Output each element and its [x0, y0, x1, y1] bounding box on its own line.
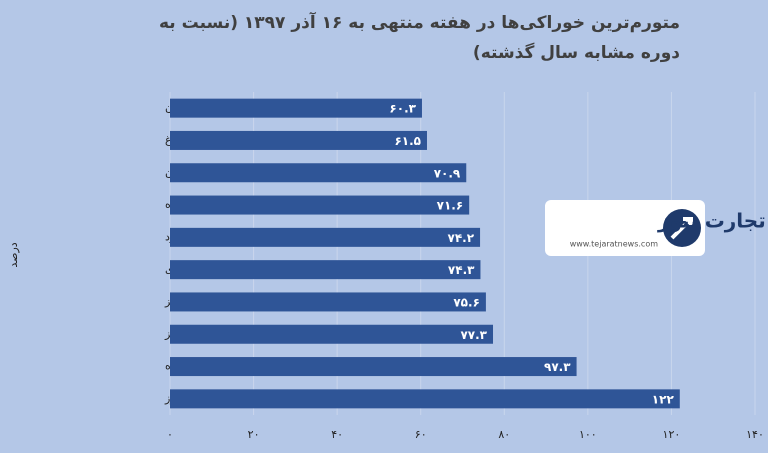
- x-tick-label: ۸۰: [498, 428, 510, 441]
- value-label: ۶۰.۳: [389, 102, 416, 116]
- bar: [170, 227, 481, 247]
- value-label: ۷۴.۳: [448, 263, 475, 277]
- value-label: ۱۲۲: [652, 392, 675, 406]
- bar: [170, 292, 486, 312]
- value-label: ۷۱.۶: [437, 199, 464, 213]
- bar: [170, 389, 680, 409]
- value-label: ۹۷.۳: [544, 360, 571, 374]
- value-label: ۶۱.۵: [394, 134, 421, 148]
- x-tick-label: ۴۰: [331, 428, 343, 441]
- logo-url: www.tejaratnews.com: [570, 240, 658, 249]
- bar: [170, 98, 422, 118]
- x-tick-label: ۰: [167, 428, 173, 441]
- y-axis-label: درصد: [7, 242, 20, 267]
- bar: [170, 195, 470, 215]
- bar: [170, 324, 494, 344]
- x-tick-label: ۶۰: [415, 428, 427, 441]
- value-label: ۷۰.۹: [434, 166, 461, 180]
- value-label: ۷۵.۶: [453, 295, 480, 309]
- chart-title: متورم‌ترین خوراکی‌ها در هفته منتهی به ۱۶…: [159, 13, 680, 63]
- bar: [170, 260, 481, 280]
- logo-box: [545, 200, 705, 256]
- bar: [170, 163, 467, 183]
- logo: تجارت نیوز www.tejaratnews.com: [545, 200, 766, 256]
- x-tick-label: ۱۲۰: [663, 428, 681, 441]
- x-tick-label: ۱۰۰: [579, 428, 597, 441]
- bar: [170, 357, 577, 377]
- value-label: ۷۷.۳: [460, 328, 487, 342]
- x-tick-label: ۲۰: [248, 428, 260, 441]
- value-label: ۷۴.۲: [448, 231, 475, 245]
- logo-arrow: [670, 217, 693, 240]
- bar: [170, 130, 427, 150]
- logo-brand: تجارت نیوز: [657, 209, 766, 233]
- x-tick-label: ۱۴۰: [746, 428, 764, 441]
